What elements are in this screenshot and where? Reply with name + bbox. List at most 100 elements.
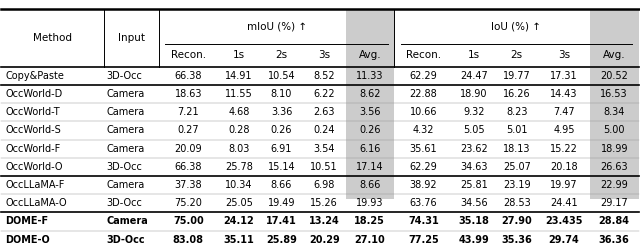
Text: 7.47: 7.47 [553, 107, 575, 117]
Text: 37.38: 37.38 [175, 180, 202, 190]
Text: 8.34: 8.34 [604, 107, 625, 117]
Text: 4.68: 4.68 [228, 107, 250, 117]
Text: 5.01: 5.01 [506, 125, 527, 135]
Text: 8.10: 8.10 [271, 89, 292, 99]
Text: 3s: 3s [558, 50, 570, 60]
Text: Method: Method [33, 33, 72, 43]
Text: 2.63: 2.63 [314, 107, 335, 117]
Text: 63.76: 63.76 [410, 198, 437, 208]
Text: 0.28: 0.28 [228, 125, 250, 135]
Text: Camera: Camera [107, 89, 145, 99]
Text: 5.05: 5.05 [463, 125, 485, 135]
Text: 29.17: 29.17 [600, 198, 628, 208]
Text: 18.13: 18.13 [503, 144, 531, 154]
Text: 15.22: 15.22 [550, 144, 578, 154]
Text: 3.54: 3.54 [314, 144, 335, 154]
Text: 20.18: 20.18 [550, 162, 578, 172]
Text: Camera: Camera [107, 125, 145, 135]
Text: 26.63: 26.63 [600, 162, 628, 172]
Text: 0.26: 0.26 [271, 125, 292, 135]
Text: OccLLaMA-O: OccLLaMA-O [5, 198, 67, 208]
Text: 0.24: 0.24 [314, 125, 335, 135]
Text: 3D-Occ: 3D-Occ [107, 235, 145, 244]
Text: 4.32: 4.32 [413, 125, 435, 135]
Text: 0.26: 0.26 [359, 125, 381, 135]
Text: 43.99: 43.99 [459, 235, 490, 244]
Text: 8.66: 8.66 [359, 180, 381, 190]
Text: 77.25: 77.25 [408, 235, 439, 244]
Text: 75.20: 75.20 [174, 198, 202, 208]
Text: 38.92: 38.92 [410, 180, 437, 190]
Text: 10.34: 10.34 [225, 180, 253, 190]
Text: 0.27: 0.27 [177, 125, 199, 135]
Text: 18.63: 18.63 [175, 89, 202, 99]
Text: Avg.: Avg. [358, 50, 381, 60]
Text: 20.29: 20.29 [309, 235, 340, 244]
Text: DOME-F: DOME-F [5, 216, 49, 226]
Text: 27.90: 27.90 [501, 216, 532, 226]
Text: 25.81: 25.81 [460, 180, 488, 190]
Text: 1s: 1s [468, 50, 480, 60]
Text: 1s: 1s [233, 50, 245, 60]
Text: 3s: 3s [318, 50, 330, 60]
Text: 35.61: 35.61 [410, 144, 437, 154]
Text: 34.63: 34.63 [460, 162, 488, 172]
Text: OccWorld-T: OccWorld-T [5, 107, 60, 117]
Text: 13.24: 13.24 [309, 216, 340, 226]
Text: 4.95: 4.95 [553, 125, 575, 135]
Text: 6.91: 6.91 [271, 144, 292, 154]
Text: 35.18: 35.18 [459, 216, 490, 226]
Text: Recon.: Recon. [406, 50, 441, 60]
Text: 83.08: 83.08 [173, 235, 204, 244]
Text: 18.90: 18.90 [460, 89, 488, 99]
Text: 3D-Occ: 3D-Occ [107, 198, 143, 208]
Text: 8.03: 8.03 [228, 144, 250, 154]
Text: 25.05: 25.05 [225, 198, 253, 208]
Text: 17.41: 17.41 [266, 216, 297, 226]
Text: 11.33: 11.33 [356, 71, 383, 81]
Text: 35.11: 35.11 [223, 235, 254, 244]
Text: IoU (%) ↑: IoU (%) ↑ [492, 22, 541, 32]
Text: 25.78: 25.78 [225, 162, 253, 172]
Text: 5.00: 5.00 [604, 125, 625, 135]
Text: 19.97: 19.97 [550, 180, 578, 190]
Text: Copy&Paste: Copy&Paste [5, 71, 64, 81]
Text: 7.21: 7.21 [177, 107, 199, 117]
Text: 28.53: 28.53 [503, 198, 531, 208]
Text: 2s: 2s [511, 50, 523, 60]
Text: 23.435: 23.435 [545, 216, 583, 226]
Text: 10.66: 10.66 [410, 107, 437, 117]
Text: 8.23: 8.23 [506, 107, 527, 117]
Text: 34.56: 34.56 [460, 198, 488, 208]
Text: 66.38: 66.38 [175, 71, 202, 81]
Text: 15.26: 15.26 [310, 198, 338, 208]
Text: 24.12: 24.12 [223, 216, 254, 226]
Text: Input: Input [118, 33, 145, 43]
Text: 16.26: 16.26 [503, 89, 531, 99]
Text: Camera: Camera [107, 180, 145, 190]
Text: 25.89: 25.89 [266, 235, 297, 244]
Text: 8.52: 8.52 [314, 71, 335, 81]
Text: 14.91: 14.91 [225, 71, 253, 81]
Text: 75.00: 75.00 [173, 216, 204, 226]
Text: 27.10: 27.10 [355, 235, 385, 244]
Text: 25.07: 25.07 [503, 162, 531, 172]
Text: 18.25: 18.25 [355, 216, 385, 226]
Text: Camera: Camera [107, 144, 145, 154]
Text: Avg.: Avg. [603, 50, 625, 60]
Text: 24.41: 24.41 [550, 198, 578, 208]
Text: 66.38: 66.38 [175, 162, 202, 172]
Text: OccLLaMA-F: OccLLaMA-F [5, 180, 65, 190]
Text: Camera: Camera [107, 216, 148, 226]
Text: 6.16: 6.16 [359, 144, 381, 154]
Text: 3D-Occ: 3D-Occ [107, 162, 143, 172]
Text: 22.99: 22.99 [600, 180, 628, 190]
Text: Camera: Camera [107, 107, 145, 117]
Text: 22.88: 22.88 [410, 89, 437, 99]
Text: 20.52: 20.52 [600, 71, 628, 81]
Text: 3D-Occ: 3D-Occ [107, 71, 143, 81]
Text: 14.43: 14.43 [550, 89, 578, 99]
Text: 23.62: 23.62 [460, 144, 488, 154]
Text: 2s: 2s [275, 50, 287, 60]
Text: 20.09: 20.09 [175, 144, 202, 154]
